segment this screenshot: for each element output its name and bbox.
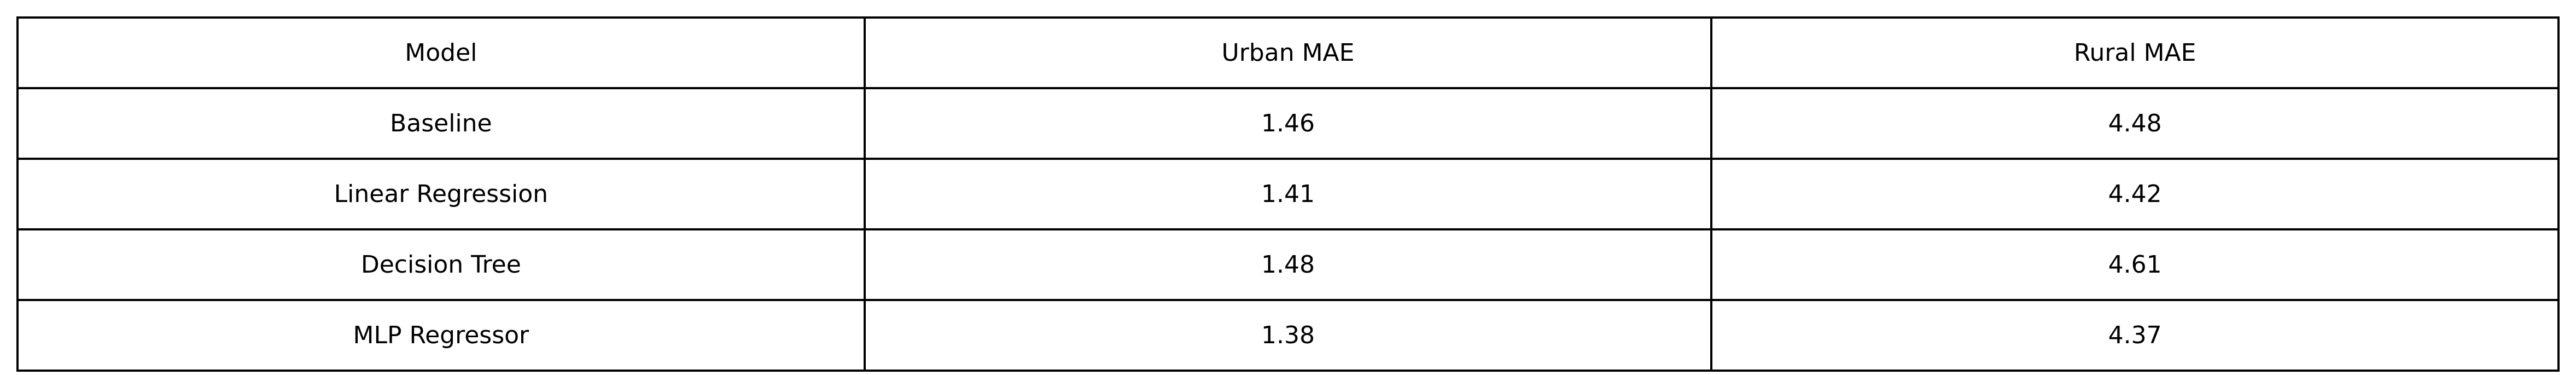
rural-mae-cell: 4.37 <box>1710 299 2560 372</box>
urban-mae-cell: 1.46 <box>863 87 1713 160</box>
rural-mae-cell: 4.48 <box>1710 87 2560 160</box>
results-table-container: Model Urban MAE Rural MAE Baseline 1.46 … <box>16 16 2560 372</box>
table-row: Decision Tree 1.48 4.61 <box>16 228 2560 301</box>
urban-mae-cell: 1.48 <box>863 228 1713 301</box>
table-row: Baseline 1.46 4.48 <box>16 87 2560 160</box>
column-header-urban-mae: Urban MAE <box>863 16 1713 89</box>
rural-mae-cell: 4.42 <box>1710 158 2560 230</box>
model-cell: Baseline <box>16 87 866 160</box>
model-cell: MLP Regressor <box>16 299 866 372</box>
urban-mae-cell: 1.41 <box>863 158 1713 230</box>
model-cell: Decision Tree <box>16 228 866 301</box>
column-header-model: Model <box>16 16 866 89</box>
table-row: Linear Regression 1.41 4.42 <box>16 158 2560 230</box>
table-header-row: Model Urban MAE Rural MAE <box>16 16 2560 89</box>
column-header-rural-mae: Rural MAE <box>1710 16 2560 89</box>
results-table: Model Urban MAE Rural MAE Baseline 1.46 … <box>16 16 2560 372</box>
urban-mae-cell: 1.38 <box>863 299 1713 372</box>
table-row: MLP Regressor 1.38 4.37 <box>16 299 2560 372</box>
rural-mae-cell: 4.61 <box>1710 228 2560 301</box>
model-cell: Linear Regression <box>16 158 866 230</box>
